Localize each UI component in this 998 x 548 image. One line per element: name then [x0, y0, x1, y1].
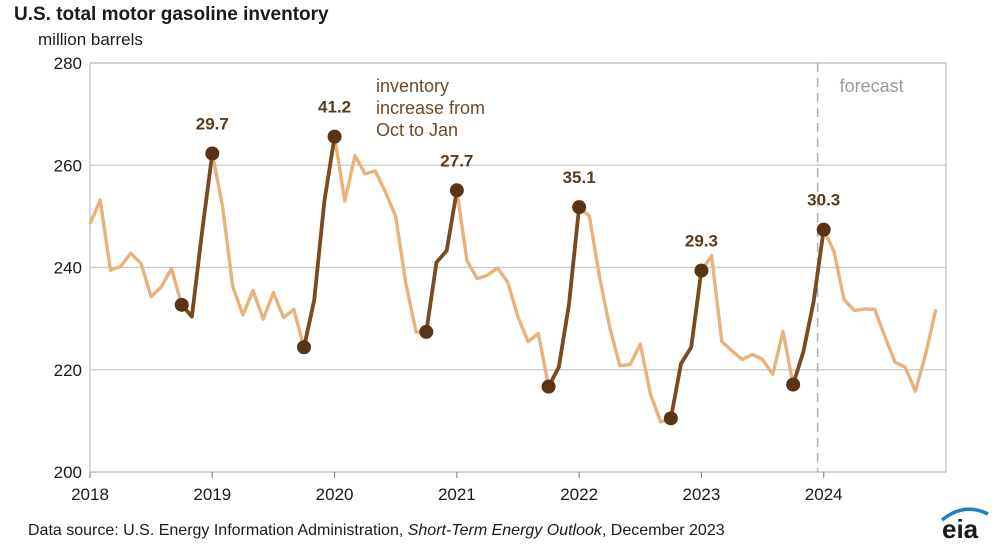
x-tick-2019: 2019	[193, 485, 231, 504]
y-tick-240: 240	[54, 259, 82, 278]
y-tick-220: 220	[54, 361, 82, 380]
x-tick-2018: 2018	[71, 485, 109, 504]
highlight-start-point-6	[786, 377, 801, 392]
chart-title: U.S. total motor gasoline inventory	[14, 4, 329, 25]
source-prefix: Data source: U.S. Energy Information Adm…	[28, 522, 408, 539]
annotation-line-3: Oct to Jan	[376, 120, 458, 140]
series-line	[88, 134, 938, 424]
x-tick-2022: 2022	[560, 485, 598, 504]
y-tick-280: 280	[54, 54, 82, 73]
highlight-segment-1	[180, 153, 215, 319]
increase-label-3: 27.7	[440, 151, 473, 170]
highlight-end-point-2	[327, 129, 342, 144]
annotation-line-2: increase from	[376, 98, 485, 118]
annotation-line-1: inventory	[376, 76, 449, 96]
highlight-segment-5	[669, 270, 704, 419]
highlight-start-point-3	[419, 324, 434, 339]
x-tick-2023: 2023	[683, 485, 721, 504]
highlight-start-point-5	[663, 411, 678, 426]
data-source: Data source: U.S. Energy Information Adm…	[28, 522, 725, 540]
highlight-segment-2	[302, 136, 337, 348]
highlight-end-point-4	[572, 200, 587, 215]
x-tick-2021: 2021	[438, 485, 476, 504]
increase-label-1: 29.7	[196, 114, 229, 133]
increase-label-4: 35.1	[563, 168, 596, 187]
highlight-end-point-1	[205, 146, 220, 161]
increase-label-6: 30.3	[807, 191, 840, 210]
x-tick-2020: 2020	[316, 485, 354, 504]
highlight-segment-3	[424, 189, 459, 333]
y-tick-200: 200	[54, 463, 82, 482]
highlight-start-point-1	[174, 297, 189, 312]
y-tick-260: 260	[54, 156, 82, 175]
plot-frame	[89, 62, 947, 473]
eia-logo: eia	[940, 507, 989, 544]
y-axis-units: million barrels	[38, 30, 143, 49]
highlight-end-point-6	[816, 222, 831, 237]
highlight-segment-6	[791, 229, 826, 386]
source-report: Short-Term Energy Outlook	[407, 522, 602, 539]
highlight-end-point-3	[449, 183, 464, 198]
logo-text: eia	[942, 514, 979, 544]
x-tick-2024: 2024	[805, 485, 843, 504]
highlight-segment-4	[546, 207, 581, 388]
increase-label-2: 41.2	[318, 98, 351, 117]
annotation-text: inventory increase from Oct to Jan	[376, 76, 485, 140]
highlight-start-point-4	[541, 379, 556, 394]
forecast-label: forecast	[840, 76, 904, 96]
highlight-end-point-5	[694, 263, 709, 278]
source-suffix: , December 2023	[601, 522, 725, 539]
highlight-start-point-2	[297, 340, 311, 355]
increase-label-5: 29.3	[685, 232, 718, 251]
